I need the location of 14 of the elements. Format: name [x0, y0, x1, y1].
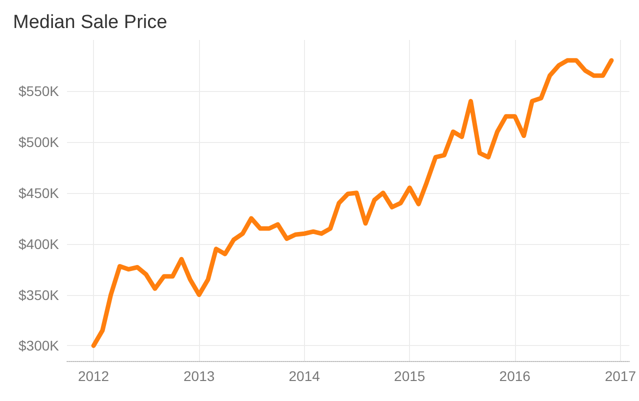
y-tick-label: $300K [18, 338, 60, 354]
y-tick-label: $550K [18, 82, 60, 99]
x-tick-label: 2017 [604, 368, 636, 384]
line-series [91, 58, 614, 348]
x-tick-label: 2013 [184, 368, 215, 384]
y-tick-label: $400K [18, 236, 60, 252]
x-tick-label: 2015 [394, 368, 426, 384]
y-tick-label: $500K [18, 134, 60, 150]
x-tick-label: 2012 [78, 368, 110, 384]
y-tick-label: $450K [18, 184, 60, 201]
x-tick-label: 2014 [288, 368, 320, 384]
x-tick-label: 2016 [499, 368, 531, 384]
chart-title: Median Sale Price [13, 12, 168, 33]
y-tick-label: $350K [18, 286, 60, 303]
